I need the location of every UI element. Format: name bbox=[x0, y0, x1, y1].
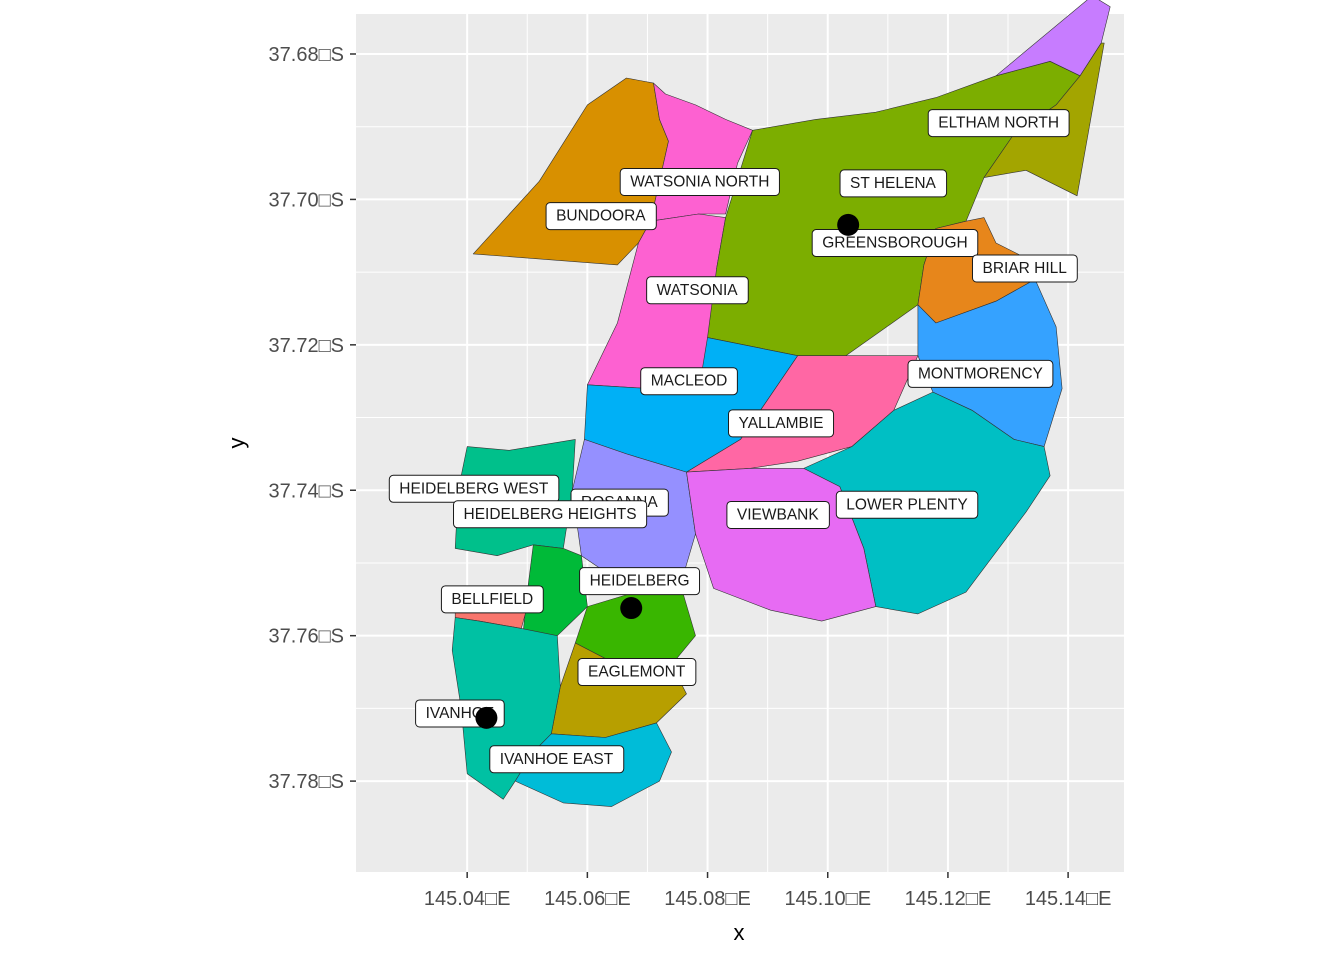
label-box bbox=[579, 567, 701, 596]
label-box bbox=[545, 202, 657, 231]
label-text: LOWER PLENTY bbox=[846, 496, 967, 513]
label-box bbox=[646, 276, 749, 305]
label-text: HEIDELBERG HEIGHTS bbox=[464, 506, 637, 523]
label-text: ST HELENA bbox=[850, 175, 937, 192]
label-text: EAGLEMONT bbox=[588, 664, 686, 681]
label-box bbox=[927, 109, 1070, 138]
x-tick-label-4: 145.12□E bbox=[905, 888, 992, 910]
label-lower-plenty: LOWER PLENTY bbox=[835, 490, 979, 519]
label-text: IVANHOE EAST bbox=[500, 751, 614, 768]
y-axis-title: y bbox=[224, 438, 249, 449]
label-heidelberg-heights: HEIDELBERG HEIGHTS bbox=[453, 500, 648, 529]
x-tick-label-0: 145.04□E bbox=[424, 888, 511, 910]
label-montmorency: MONTMORENCY bbox=[907, 359, 1054, 388]
label-box bbox=[619, 167, 780, 196]
label-text: HEIDELBERG WEST bbox=[399, 480, 549, 497]
label-text: ELTHAM NORTH bbox=[938, 115, 1059, 132]
label-text: BELLFIELD bbox=[451, 591, 533, 608]
label-text: WATSONIA bbox=[657, 282, 739, 299]
x-axis-ticks: 145.04□E 145.06□E 145.08□E 145.10□E 145.12□E… bbox=[424, 872, 1112, 910]
label-box bbox=[640, 367, 738, 396]
label-box bbox=[728, 409, 835, 438]
point-markers bbox=[475, 213, 860, 729]
y-tick-label-1: 37.70□S bbox=[269, 189, 344, 211]
label-eaglemont: EAGLEMONT bbox=[577, 658, 697, 687]
point-marker-2 bbox=[475, 706, 498, 729]
label-watsonia: WATSONIA bbox=[646, 276, 749, 305]
x-tick-label-1: 145.06□E bbox=[544, 888, 631, 910]
label-box bbox=[453, 500, 648, 529]
x-tick-label-5: 145.14□E bbox=[1025, 888, 1112, 910]
x-tick-label-3: 145.10□E bbox=[784, 888, 871, 910]
label-box bbox=[440, 585, 544, 614]
y-axis-ticks: 37.68□S 37.70□S 37.72□S 37.74□S 37.76□S 37.78… bbox=[269, 44, 356, 793]
label-box bbox=[489, 745, 625, 774]
label-eltham-north: ELTHAM NORTH bbox=[927, 109, 1070, 138]
label-briar-hill: BRIAR HILL bbox=[971, 254, 1078, 283]
label-text: HEIDELBERG bbox=[590, 573, 690, 590]
label-yallambie: YALLAMBIE bbox=[728, 409, 835, 438]
label-text: VIEWBANK bbox=[737, 506, 819, 523]
suburb-labels: BUNDOORA WATSONIA NORTH WATSONIA GREENSBORO… bbox=[388, 109, 1078, 774]
label-text: GREENSBOROUGH bbox=[822, 235, 968, 252]
label-greensborough: GREENSBOROUGH bbox=[811, 229, 979, 258]
label-box bbox=[907, 359, 1054, 388]
label-box bbox=[839, 169, 948, 198]
label-macleod: MACLEOD bbox=[640, 367, 738, 396]
label-heidelberg-west: HEIDELBERG WEST bbox=[388, 474, 560, 503]
label-ivanhoe-east: IVANHOE EAST bbox=[489, 745, 625, 774]
label-box bbox=[811, 229, 979, 258]
y-tick-label-0: 37.68□S bbox=[269, 44, 344, 66]
label-box bbox=[971, 254, 1078, 283]
label-viewbank: VIEWBANK bbox=[726, 500, 830, 529]
y-tick-label-4: 37.76□S bbox=[269, 626, 344, 648]
y-tick-label-5: 37.78□S bbox=[269, 771, 344, 793]
label-box bbox=[726, 500, 830, 529]
x-tick-label-2: 145.08□E bbox=[664, 888, 751, 910]
y-tick-label-3: 37.74□S bbox=[269, 480, 344, 502]
label-bundoora: BUNDOORA bbox=[545, 202, 657, 231]
label-box bbox=[835, 490, 979, 519]
y-tick-label-2: 37.72□S bbox=[269, 335, 344, 357]
point-marker-0 bbox=[837, 213, 860, 236]
point-marker-1 bbox=[620, 597, 643, 620]
label-bellfield: BELLFIELD bbox=[440, 585, 544, 614]
x-axis-title: x bbox=[734, 920, 745, 945]
label-watsonia-north: WATSONIA NORTH bbox=[619, 167, 780, 196]
label-heidelberg: HEIDELBERG bbox=[579, 567, 701, 596]
label-text: BUNDOORA bbox=[556, 208, 646, 225]
label-text: YALLAMBIE bbox=[739, 415, 824, 432]
label-text: MACLEOD bbox=[651, 373, 728, 390]
label-text: WATSONIA NORTH bbox=[630, 173, 769, 190]
label-text: MONTMORENCY bbox=[918, 365, 1043, 382]
label-st-helena: ST HELENA bbox=[839, 169, 948, 198]
label-text: BRIAR HILL bbox=[982, 260, 1067, 277]
label-box bbox=[577, 658, 697, 687]
